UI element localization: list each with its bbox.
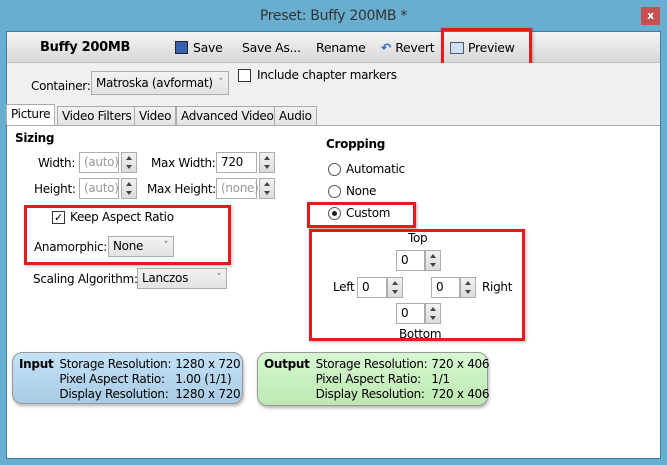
radio-none-label: None xyxy=(346,184,377,198)
max-height-spinner[interactable] xyxy=(259,178,275,199)
save-as-button[interactable]: Save As... xyxy=(242,40,301,55)
tab-advanced-video[interactable]: Advanced Video xyxy=(176,106,279,126)
crop-top-label: Top xyxy=(408,231,428,245)
revert-label: Revert xyxy=(395,40,435,55)
highlight-preview xyxy=(441,28,532,66)
info-key: Storage Resolution: xyxy=(59,357,172,371)
max-width-input[interactable]: 720 xyxy=(216,152,257,173)
height-input[interactable]: (auto) xyxy=(79,178,119,199)
info-value: 1280 x 720 xyxy=(175,357,241,371)
height-spinner[interactable] xyxy=(121,178,137,199)
revert-button[interactable]: ↶ Revert xyxy=(381,40,435,55)
info-value: 1.00 (1/1) xyxy=(175,372,232,386)
chevron-down-icon: ˅ xyxy=(216,273,222,283)
radio-custom[interactable] xyxy=(328,207,341,220)
output-info-panel: Output Storage Resolution: 720 x 406 Pixel… xyxy=(257,352,490,406)
crop-top-spinner[interactable] xyxy=(425,250,441,271)
crop-bottom-label: Bottom xyxy=(399,327,442,341)
crop-left-label: Left xyxy=(333,280,355,294)
max-height-input[interactable]: (none) xyxy=(216,178,259,199)
info-value: 1280 x 720 xyxy=(175,387,241,401)
highlight-aspect xyxy=(24,205,231,265)
scaling-label: Scaling Algorithm: xyxy=(33,272,138,286)
radio-automatic-label: Automatic xyxy=(346,162,405,176)
crop-bottom-spinner[interactable] xyxy=(425,303,441,324)
crop-right-spinner[interactable] xyxy=(460,277,476,298)
highlight-custom xyxy=(307,202,416,228)
cropping-heading: Cropping xyxy=(326,137,385,151)
max-width-label: Max Width: xyxy=(151,156,216,170)
chevron-down-icon: ˅ xyxy=(218,78,224,88)
crop-right-input[interactable]: 0 xyxy=(431,277,460,298)
crop-bottom-input[interactable]: 0 xyxy=(396,303,425,324)
input-title: Input xyxy=(19,357,54,371)
keep-aspect-label: Keep Aspect Ratio xyxy=(70,210,174,224)
tab-picture[interactable]: Picture xyxy=(6,104,56,125)
width-label: Width: xyxy=(38,156,76,170)
keep-aspect-checkbox[interactable]: ✓ xyxy=(52,211,65,224)
container-select[interactable]: Matroska (avformat) ˅ xyxy=(91,71,229,95)
close-button[interactable]: x xyxy=(641,7,660,25)
crop-top-input[interactable]: 0 xyxy=(396,250,425,271)
info-value: 720 x 406 xyxy=(431,357,490,371)
highlight-crop-values xyxy=(309,229,525,341)
chapter-markers-label: Include chapter markers xyxy=(257,68,397,82)
anamorphic-select[interactable]: None ˅ xyxy=(108,236,174,257)
preview-label: Preview xyxy=(468,40,515,55)
tab-video[interactable]: Video xyxy=(134,106,177,126)
info-value: 1/1 xyxy=(431,372,450,386)
info-value: 720 x 406 xyxy=(431,387,490,401)
width-input[interactable]: (auto) xyxy=(79,152,119,173)
crop-right-label: Right xyxy=(482,280,513,294)
height-label: Height: xyxy=(34,182,76,196)
input-info-panel: Input Storage Resolution: 1280 x 720 Pixel… xyxy=(12,352,243,404)
window-title: Preset: Buffy 200MB * xyxy=(259,8,408,24)
save-icon xyxy=(175,41,188,54)
max-height-label: Max Height: xyxy=(147,182,217,196)
info-key: Display Resolution: xyxy=(59,387,169,401)
radio-custom-label: Custom xyxy=(346,206,391,220)
scaling-value: Lanczos xyxy=(142,271,189,285)
crop-left-input[interactable]: 0 xyxy=(357,277,387,298)
container-value: Matroska (avformat) xyxy=(96,76,213,90)
info-key: Display Resolution: xyxy=(315,387,425,401)
preview-button[interactable]: Preview xyxy=(450,40,515,55)
info-key: Pixel Aspect Ratio: xyxy=(315,372,422,386)
info-key: Pixel Aspect Ratio: xyxy=(59,372,165,386)
width-spinner[interactable] xyxy=(121,152,137,173)
info-key: Storage Resolution: xyxy=(315,357,428,371)
max-width-spinner[interactable] xyxy=(259,152,275,173)
radio-none[interactable] xyxy=(328,185,341,198)
chapter-markers-checkbox[interactable] xyxy=(238,69,251,82)
chevron-down-icon: ˅ xyxy=(163,241,169,251)
tab-audio[interactable]: Audio xyxy=(274,106,317,126)
save-button[interactable]: Save xyxy=(175,40,223,55)
output-title: Output xyxy=(264,357,310,371)
container-label: Container: xyxy=(31,79,91,93)
sizing-heading: Sizing xyxy=(15,131,55,145)
radio-automatic[interactable] xyxy=(328,163,341,176)
crop-left-spinner[interactable] xyxy=(387,277,403,298)
tab-video-filters[interactable]: Video Filters xyxy=(57,106,137,126)
preset-name: Buffy 200MB xyxy=(40,40,131,55)
anamorphic-value: None xyxy=(113,239,144,253)
undo-icon: ↶ xyxy=(381,40,392,55)
anamorphic-label: Anamorphic: xyxy=(34,240,108,254)
toolbar xyxy=(7,32,660,63)
preview-icon xyxy=(450,42,464,54)
save-label: Save xyxy=(193,40,223,55)
rename-button[interactable]: Rename xyxy=(316,40,366,55)
scaling-select[interactable]: Lanczos ˅ xyxy=(137,268,227,289)
tab-divider xyxy=(7,125,660,126)
